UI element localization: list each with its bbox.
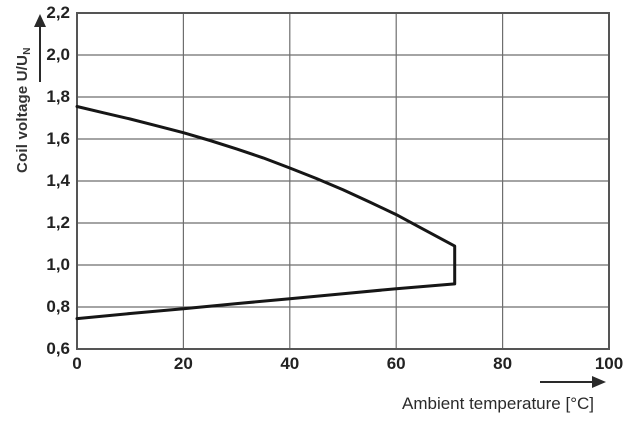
- x-axis-title: Ambient temperature [°C]: [402, 394, 594, 413]
- x-tick-label: 20: [173, 354, 193, 373]
- y-axis-title-subscript: N: [22, 47, 33, 55]
- y-tick-label: 0,8: [46, 297, 70, 316]
- x-axis-arrow-shaft: [540, 381, 593, 383]
- y-axis-arrow-head: [34, 14, 46, 27]
- x-tick-label: 40: [280, 354, 300, 373]
- y-tick-label: 2,0: [46, 45, 70, 64]
- y-tick-label: 0,6: [46, 339, 70, 358]
- x-tick-label: 0: [72, 354, 82, 373]
- y-tick-label: 1,0: [46, 255, 70, 274]
- x-tick-label: 60: [386, 354, 406, 373]
- y-tick-label: 1,2: [46, 213, 70, 232]
- y-axis-arrow-shaft: [39, 26, 41, 82]
- y-tick-label: 1,4: [46, 171, 70, 190]
- y-axis-up-arrow-icon: [33, 14, 47, 84]
- y-tick-label: 2,2: [46, 3, 70, 22]
- y-axis-title-text: Coil voltage U/U: [14, 54, 31, 173]
- y-tick-label: 1,8: [46, 87, 70, 106]
- x-axis-right-arrow-icon: [540, 375, 606, 389]
- x-axis-arrow-head: [592, 376, 606, 388]
- plot-border: [76, 12, 610, 350]
- x-tick-label: 100: [594, 354, 624, 373]
- y-axis-title: Coil voltage U/UN: [14, 47, 33, 173]
- y-tick-label: 1,6: [46, 129, 70, 148]
- x-tick-label: 80: [493, 354, 513, 373]
- series-coil-voltage-operating-limit: [75, 105, 457, 321]
